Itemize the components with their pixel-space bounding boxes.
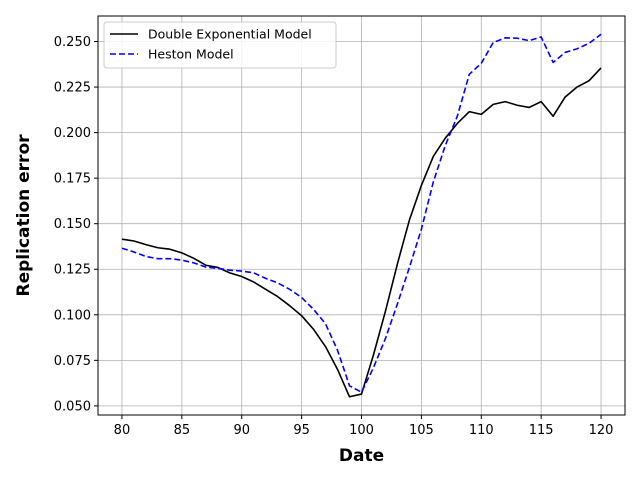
series-layer [121, 33, 602, 398]
y-tick-label: 0.175 [54, 172, 91, 187]
y-tick-label: 0.225 [54, 81, 91, 96]
x-tick-label: 100 [349, 423, 374, 438]
x-axis-label: Date [339, 446, 384, 466]
x-tick-label: 110 [469, 423, 494, 438]
legend-box [103, 21, 337, 69]
legend: Double Exponential Model Heston Model [103, 21, 337, 69]
x-tick-label: 95 [293, 423, 310, 438]
x-tick-label: 120 [589, 423, 614, 438]
x-tick-label: 105 [409, 423, 434, 438]
series-line-double-exponential [121, 67, 602, 398]
y-tick-label: 0.075 [54, 354, 91, 369]
x-tick-label: 85 [174, 423, 191, 438]
series-line-heston [121, 33, 602, 394]
y-tick-label: 0.100 [54, 308, 91, 323]
legend-label-heston: Heston Model [148, 47, 234, 62]
x-tick-label: 90 [233, 423, 250, 438]
x-axis: 80 85 90 95 100 105 110 115 120 [114, 415, 614, 438]
y-tick-label: 0.125 [54, 263, 91, 278]
y-tick-label: 0.050 [54, 399, 91, 414]
y-axis-label: Replication error [14, 134, 34, 297]
x-tick-label: 115 [529, 423, 554, 438]
x-tick-label: 80 [114, 423, 131, 438]
legend-label-double-exponential: Double Exponential Model [148, 27, 312, 42]
y-tick-label: 0.200 [54, 126, 91, 141]
y-tick-label: 0.250 [54, 35, 91, 50]
grid [98, 16, 625, 415]
y-tick-label: 0.150 [54, 217, 91, 232]
y-axis: 0.050 0.075 0.100 0.125 0.150 0.175 0.200 0.225… [54, 35, 98, 414]
